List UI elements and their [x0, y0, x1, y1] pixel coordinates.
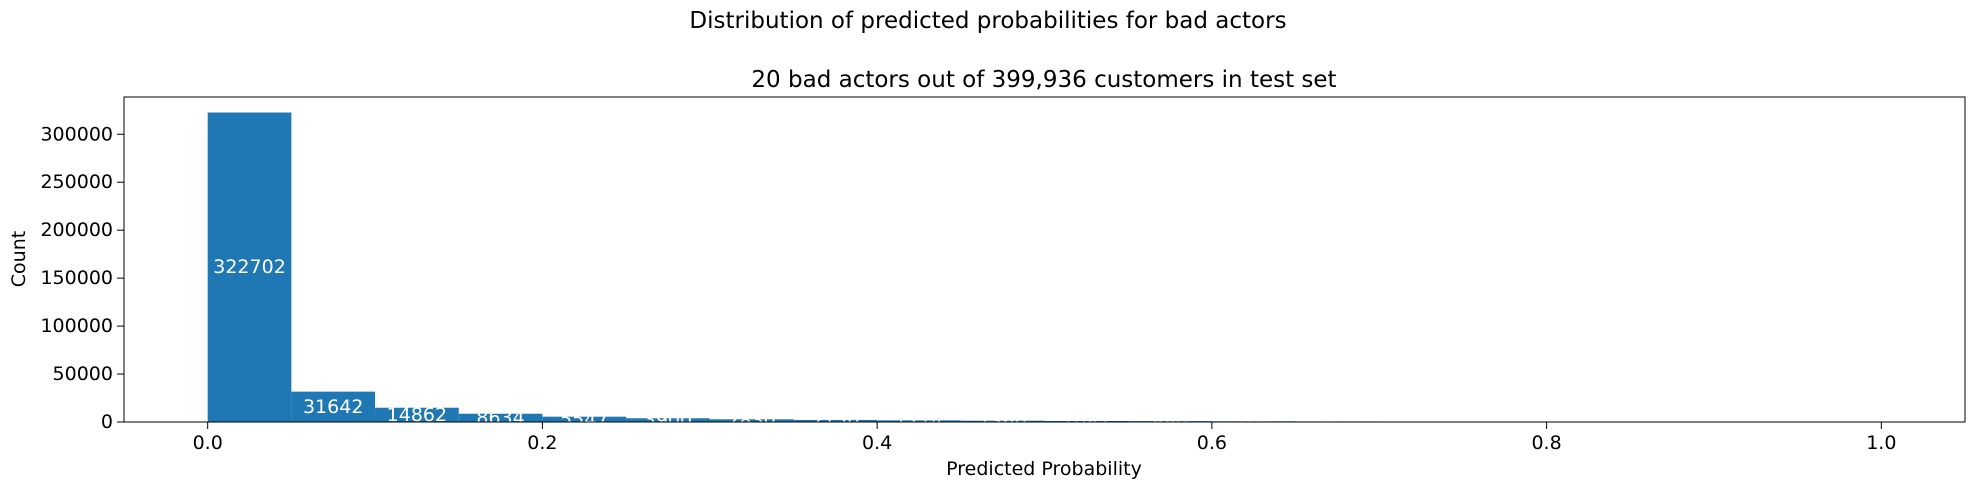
histogram-bar	[542, 416, 627, 422]
x-tick-label: 0.8	[1531, 432, 1561, 454]
bars-group	[207, 112, 1882, 422]
y-tick-label: 0	[101, 411, 113, 433]
x-tick-label: 0.6	[1197, 432, 1227, 454]
x-tick-label: 0.0	[193, 432, 223, 454]
y-tick-label: 150000	[40, 267, 113, 289]
histogram-bar	[1044, 420, 1129, 422]
bar-labels-group: 322702 31642 14862 8634 5547 3900 2830 2150 1714…	[213, 256, 1857, 433]
bar-value-label: 5547	[560, 408, 608, 430]
histogram-bar	[207, 112, 292, 422]
y-tick-label: 250000	[40, 171, 113, 193]
bar-value-label: 8634	[476, 407, 524, 429]
histogram-bar	[709, 419, 794, 422]
bar-value-label: 1082	[1062, 410, 1110, 432]
y-tick-label: 50000	[53, 363, 113, 385]
y-tick-label: 300000	[40, 123, 113, 145]
bar-value-label: 322702	[213, 256, 286, 278]
histogram-bar	[375, 407, 459, 422]
bar-value-label: 2830	[727, 410, 775, 432]
x-axis: 0.0 0.2 0.4 0.6 0.8 1.0	[193, 422, 1896, 454]
y-tick-label: 200000	[40, 219, 113, 241]
histogram-bar	[291, 391, 376, 422]
x-tick-label: 1.0	[1866, 432, 1896, 454]
histogram-bar	[626, 418, 710, 422]
bar-value-label: 1360	[978, 410, 1026, 432]
x-axis-label: Predicted Probability	[946, 458, 1142, 480]
plot-area-frame	[123, 96, 1966, 423]
bar-value-label: 1714	[895, 410, 943, 432]
bar-value-label: 14862	[387, 404, 447, 426]
y-tick-label: 100000	[40, 315, 113, 337]
x-tick-label: 0.4	[862, 432, 892, 454]
chart-title: 20 bad actors out of 399,936 customers i…	[751, 67, 1336, 93]
chart-suptitle: Distribution of predicted probabilities …	[689, 8, 1286, 34]
y-axis: 0 50000 100000 150000 200000 250000 300000	[40, 123, 124, 433]
y-axis-label: Count	[8, 231, 30, 287]
bar-value-label: 3900	[644, 409, 692, 431]
bar-value-label: 2150	[811, 410, 859, 432]
bar-value-label: 31642	[303, 396, 363, 418]
x-tick-label: 0.2	[527, 432, 557, 454]
histogram-bar	[793, 419, 878, 422]
histogram-bar	[960, 420, 1045, 422]
histogram-bar	[877, 420, 961, 422]
histogram-bar	[458, 413, 543, 422]
